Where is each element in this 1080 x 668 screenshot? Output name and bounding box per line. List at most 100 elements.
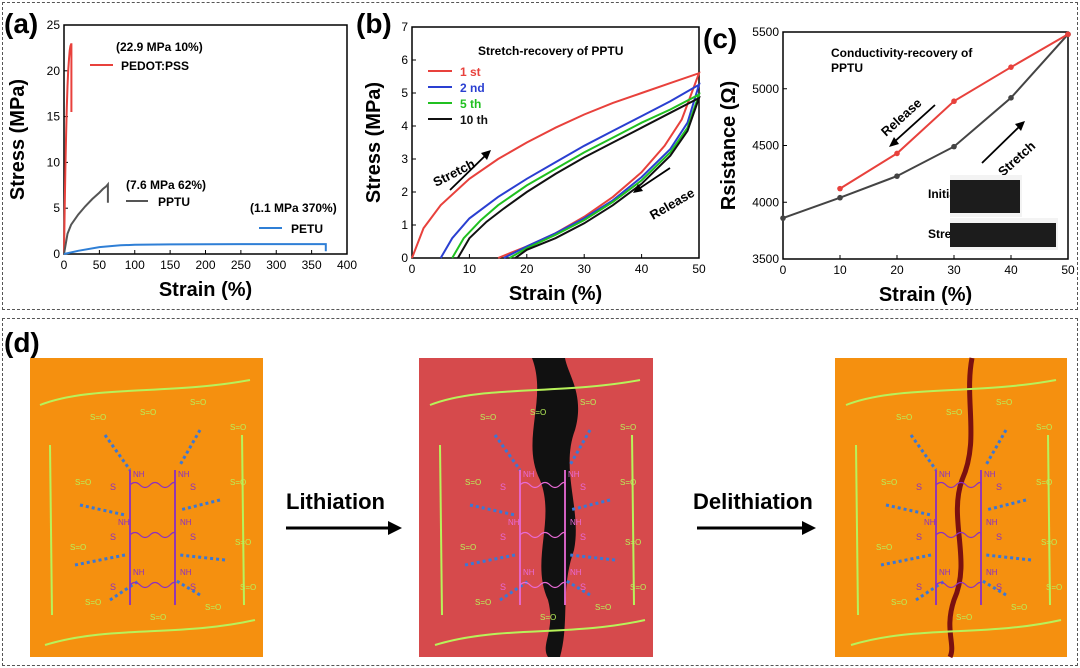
nh-group: NH [939, 568, 951, 577]
s-group: S [500, 482, 506, 492]
data-point [951, 98, 957, 105]
release-arrowhead [633, 184, 643, 193]
y-tick-label: 3 [401, 152, 408, 166]
y-tick-label: 5000 [752, 82, 779, 96]
bottom-panel-frame [2, 318, 1078, 666]
release-label: Release [647, 185, 697, 223]
y-tick-label: 4500 [752, 139, 779, 153]
series-line-2-nd [439, 82, 701, 259]
legend-label: 2 nd [460, 81, 485, 95]
y-tick-label: 5500 [752, 25, 779, 39]
y-tick-label: 7 [401, 20, 408, 34]
data-point [780, 215, 786, 221]
sulfonate-group: S=O [580, 398, 596, 407]
y-tick-label: 0 [53, 247, 60, 261]
s-group: S [580, 582, 586, 592]
hydrogen-bond [915, 578, 947, 602]
hydrogen-bond [909, 434, 938, 471]
healed-crack-line [947, 357, 975, 659]
s-group: S [996, 482, 1002, 492]
x-tick-label: 200 [195, 258, 215, 272]
legend-label-pptu: PPTU [158, 195, 190, 209]
annotation-pedot: (22.9 MPa 10%) [116, 40, 203, 54]
sulfonate-group: S=O [956, 613, 972, 622]
hydrogen-bond [464, 553, 516, 567]
hydrogen-bond [499, 578, 531, 602]
s-group: S [110, 532, 116, 542]
s-group: S [190, 482, 196, 492]
x-tick-label: 300 [266, 258, 286, 272]
x-tick-label: 150 [160, 258, 180, 272]
y-tick-label: 4000 [752, 195, 779, 209]
hydrogen-bond [174, 578, 201, 597]
nh-group: NH [133, 470, 145, 479]
sulfonate-group: S=O [460, 543, 476, 552]
y-tick-label: 5 [53, 201, 60, 215]
molecule-right: S=O S=O S=O S=O S=O S=O S=O S=O S=O S=O S=O S=O NH NH… [845, 379, 1062, 646]
hydrogen-bond [74, 553, 126, 567]
panel-label-d: (d) [4, 327, 40, 358]
hydrogen-bond [109, 578, 141, 602]
chart-c-title-line2: PPTU [831, 61, 863, 75]
sulfonate-group: S=O [205, 603, 221, 612]
x-tick-label: 250 [231, 258, 251, 272]
x-tick-label: 40 [1004, 263, 1018, 277]
release-arrow [636, 167, 671, 191]
hydrogen-bond [984, 429, 1008, 466]
x-tick-label: 350 [302, 258, 322, 272]
sulfonate-group: S=O [1046, 583, 1062, 592]
series-line-1-st [411, 71, 701, 259]
nh-group: NH [133, 568, 145, 577]
nh-group: NH [523, 470, 535, 479]
data-point [1065, 31, 1071, 38]
s-group: S [916, 482, 922, 492]
hydrogen-bond [880, 553, 932, 567]
polymer-chain-bottom [44, 619, 256, 646]
data-point [837, 194, 843, 201]
y-tick-label: 20 [47, 64, 61, 78]
legend-label-petu: PETU [291, 222, 323, 236]
s-group: S [996, 532, 1002, 542]
polymer-chain-right [241, 434, 245, 606]
sulfonate-group: S=O [595, 603, 611, 612]
sulfonate-group: S=O [230, 423, 246, 432]
polymer-chain-top [429, 379, 641, 406]
lithiated-structure-box [419, 358, 653, 657]
release-label: Release [878, 95, 925, 139]
diagram-d-lithiation: S=O S=O S=O S=O S=O S=O S=O S=O S=O S=O S=O S=O NH NH… [30, 357, 1067, 659]
molecule-left: S=O S=O S=O S=O S=O S=O S=O S=O S=O S=O S=O S=O NH NH… [39, 379, 256, 646]
x-tick-label: 0 [780, 263, 787, 277]
panel-label-c: (c) [703, 23, 737, 54]
inset-initial-film [950, 180, 1020, 213]
polymer-chain-left [855, 444, 859, 616]
sulfonate-group: S=O [620, 423, 636, 432]
sulfonate-group: S=O [475, 598, 491, 607]
s-group: S [580, 482, 586, 492]
s-group: S [190, 582, 196, 592]
stretch-arrow [981, 124, 1022, 164]
stretch-label: Stretch [431, 156, 478, 190]
polymer-chain-top [845, 379, 1057, 406]
core-wavy-links [519, 481, 566, 589]
sulfonate-group: S=O [235, 538, 251, 547]
nh-group: NH [523, 568, 535, 577]
chart-b-stretch-recovery: 0 10 20 30 40 50 0 1 2 3 4 5 6 7 Strain (%) Stress (MPa… [363, 20, 706, 305]
sulfonate-group: S=O [70, 543, 86, 552]
hydrogen-bond [469, 503, 516, 517]
sulfonate-group: S=O [891, 598, 907, 607]
series-line-10-th [457, 95, 701, 259]
hydrogen-bond [985, 498, 1027, 512]
polymer-chain-left [439, 444, 443, 616]
core-wavy-links [129, 481, 176, 589]
s-group: S [110, 582, 116, 592]
sulfonate-group: S=O [465, 478, 481, 487]
delithiation-arrowhead [802, 521, 816, 535]
sulfonate-group: S=O [75, 478, 91, 487]
core-wavy-links [935, 481, 982, 589]
hydrogen-bond [980, 578, 1007, 597]
x-tick-label: 20 [520, 262, 534, 276]
stretch-arrow [449, 152, 489, 191]
polymer-chain-left [49, 444, 53, 616]
nh-group: NH [568, 470, 580, 479]
